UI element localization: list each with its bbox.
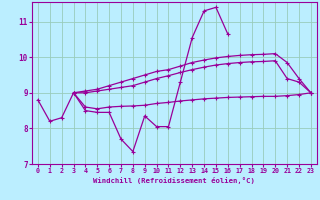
X-axis label: Windchill (Refroidissement éolien,°C): Windchill (Refroidissement éolien,°C): [93, 177, 255, 184]
